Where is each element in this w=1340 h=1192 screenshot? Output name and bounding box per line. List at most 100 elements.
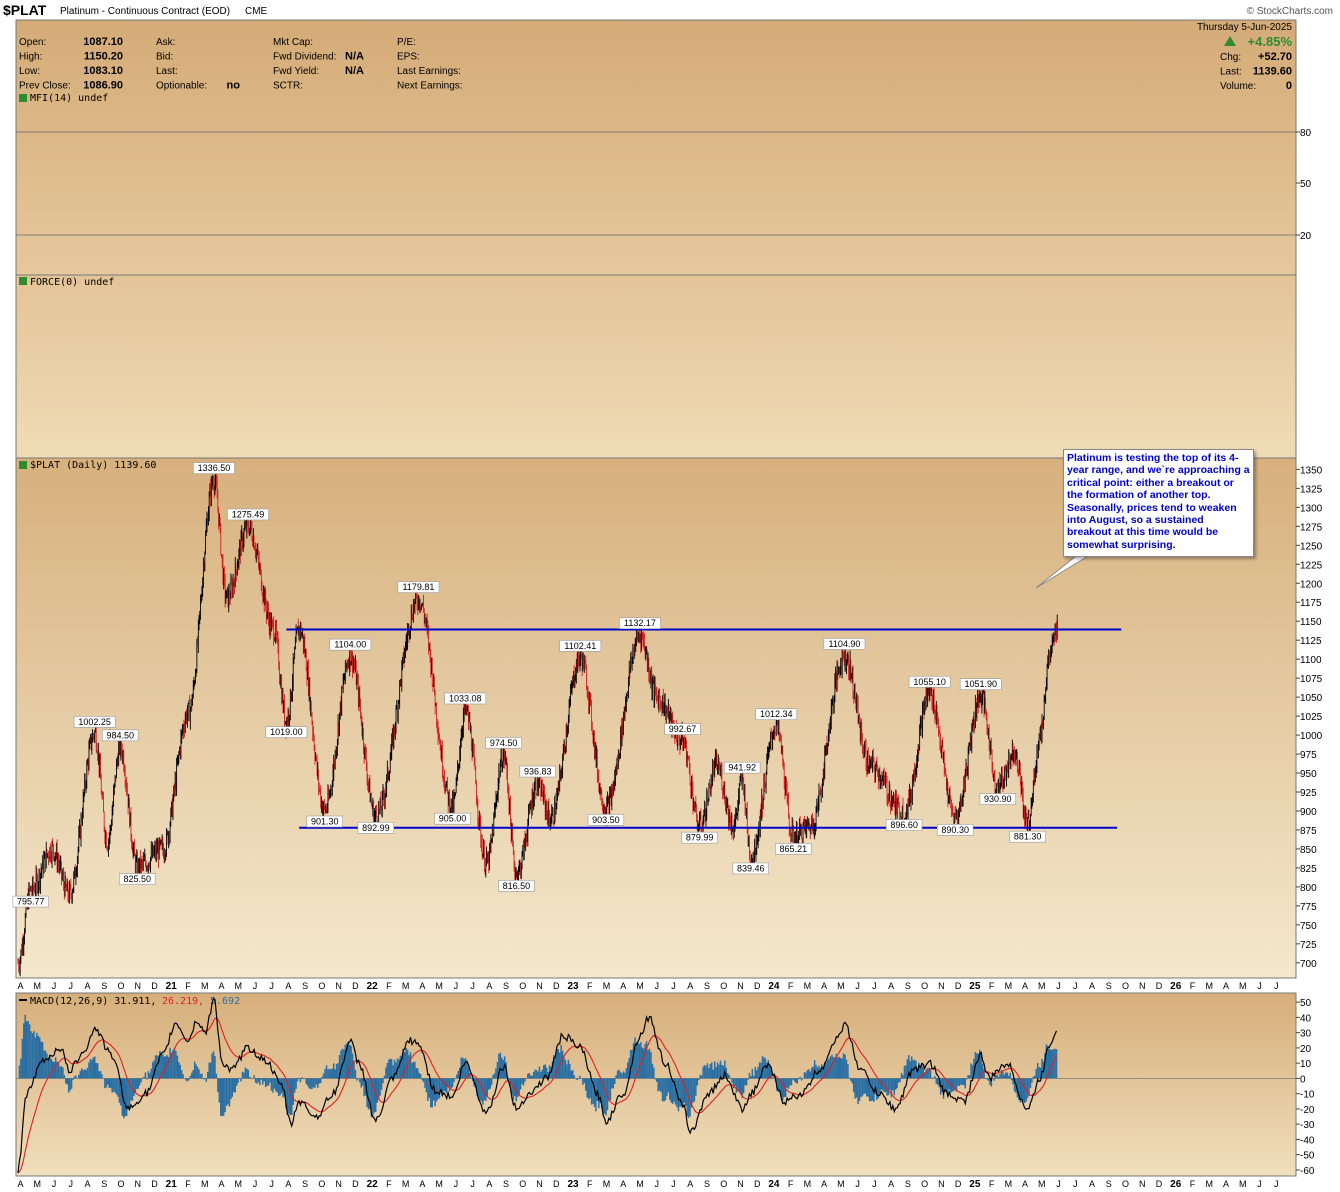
price-tick-label: 875 [1300,826,1317,837]
month-label: A [85,981,91,991]
peak-label: 881.30 [1014,832,1042,842]
year-label: 22 [367,1179,379,1190]
force-label: FORCE(0) undef [30,277,114,288]
month-label: D [754,1179,761,1189]
peak-label-box [329,638,372,651]
month-label: A [18,1179,24,1189]
month-label: A [419,981,425,991]
month-label: M [636,1179,644,1189]
quote-value: 1083.10 [83,65,123,77]
price-tick-label: 1175 [1300,598,1322,609]
month-label: A [1089,981,1095,991]
price-tick-label: 800 [1300,883,1317,894]
month-label: D [553,981,560,991]
exchange: CME [245,6,268,17]
month-label: J [1073,1179,1078,1189]
month-label: M [804,1179,812,1189]
price-tick-label: 850 [1300,845,1317,856]
month-label: F [386,1179,392,1189]
quote-label: Ask: [156,37,175,48]
price-tick-label: 1100 [1300,655,1322,666]
peak-label: 890.30 [941,825,969,835]
month-label: F [185,1179,191,1189]
peak-label-box [619,617,661,630]
macd-tick-label: 50 [1300,998,1312,1009]
month-label: N [134,981,141,991]
month-label: J [52,981,57,991]
year-label: 24 [768,1179,780,1190]
description: Platinum - Continuous Contract (EOD) [60,6,230,17]
month-label: O [318,981,325,991]
mfi-axis: 80 50 20 [1296,128,1312,242]
quote-label: Low: [19,66,40,77]
peak-label-box [498,880,535,892]
peak-label-box [885,819,923,831]
peak-label: 879.99 [686,833,714,843]
month-label: F [788,1179,794,1189]
macd-tick-label: -60 [1300,1166,1315,1177]
macd-tick-label: -20 [1300,1105,1315,1116]
quote-value: +52.70 [1258,51,1292,63]
quote-label: Fwd Yield: [273,66,319,77]
quote-value: N/A [345,51,364,63]
mfi-tick-label: 20 [1300,231,1312,242]
peak-label: 795.77 [17,897,45,907]
peak-label: 1033.08 [449,693,482,703]
month-label: J [1073,981,1078,991]
month-label: O [117,981,124,991]
month-label: D [1156,1179,1163,1189]
quote-label: Chg: [1220,52,1241,63]
month-label: N [1139,981,1146,991]
month-label: A [821,1179,827,1189]
month-label: A [1089,1179,1095,1189]
month-label: J [470,1179,475,1189]
year-label: 21 [166,1179,178,1190]
peak-label: 992.67 [669,724,697,734]
month-label: J [1257,981,1262,991]
month-label: S [101,981,107,991]
month-label: N [938,981,945,991]
price-tick-label: 1025 [1300,712,1323,723]
month-label: N [335,981,342,991]
month-label: F [1190,981,1196,991]
month-label: O [117,1179,124,1189]
peak-label-box [444,692,487,705]
price-series [17,468,1058,977]
price-tick-label: 825 [1300,864,1317,875]
month-label: A [821,981,827,991]
month-label: J [269,1179,274,1189]
peak-label: 974.50 [490,738,518,748]
month-label: A [285,981,291,991]
year-label: 25 [969,1179,981,1190]
macd-tick-label: -10 [1300,1090,1315,1101]
peak-label-box [193,462,235,474]
peak-label: 1055.10 [913,677,946,687]
peak-label: 816.50 [503,881,531,891]
quote-label: Volume: [1220,81,1256,92]
month-label: M [1038,1179,1046,1189]
month-label: J [671,981,676,991]
month-label: J [872,1179,877,1189]
month-label: M [603,1179,611,1189]
quote-label: Bid: [156,52,173,63]
price-tick-label: 925 [1300,788,1317,799]
force-indicator: FORCE(0) undef [19,277,114,288]
quote-left: Open: 1087.10 High: 1150.20 Low: 1083.10 Prev … [19,36,123,92]
month-label: M [1205,981,1213,991]
macd-tick-label: 20 [1300,1044,1312,1055]
quote-value: 1087.10 [83,36,123,48]
month-label: A [218,1179,224,1189]
month-label: A [419,1179,425,1189]
month-label: M [1239,1179,1247,1189]
price-tick-label: 1250 [1300,541,1323,552]
month-label: S [1106,981,1112,991]
month-label: J [1274,1179,1279,1189]
month-label: J [52,1179,57,1189]
macd-tick-label: 30 [1300,1029,1312,1040]
quote-label: Next Earnings: [397,81,463,92]
peak-label-box [306,815,343,828]
month-label: F [989,1179,995,1189]
month-label: A [486,981,492,991]
month-label: D [955,981,962,991]
month-label: J [454,1179,459,1189]
